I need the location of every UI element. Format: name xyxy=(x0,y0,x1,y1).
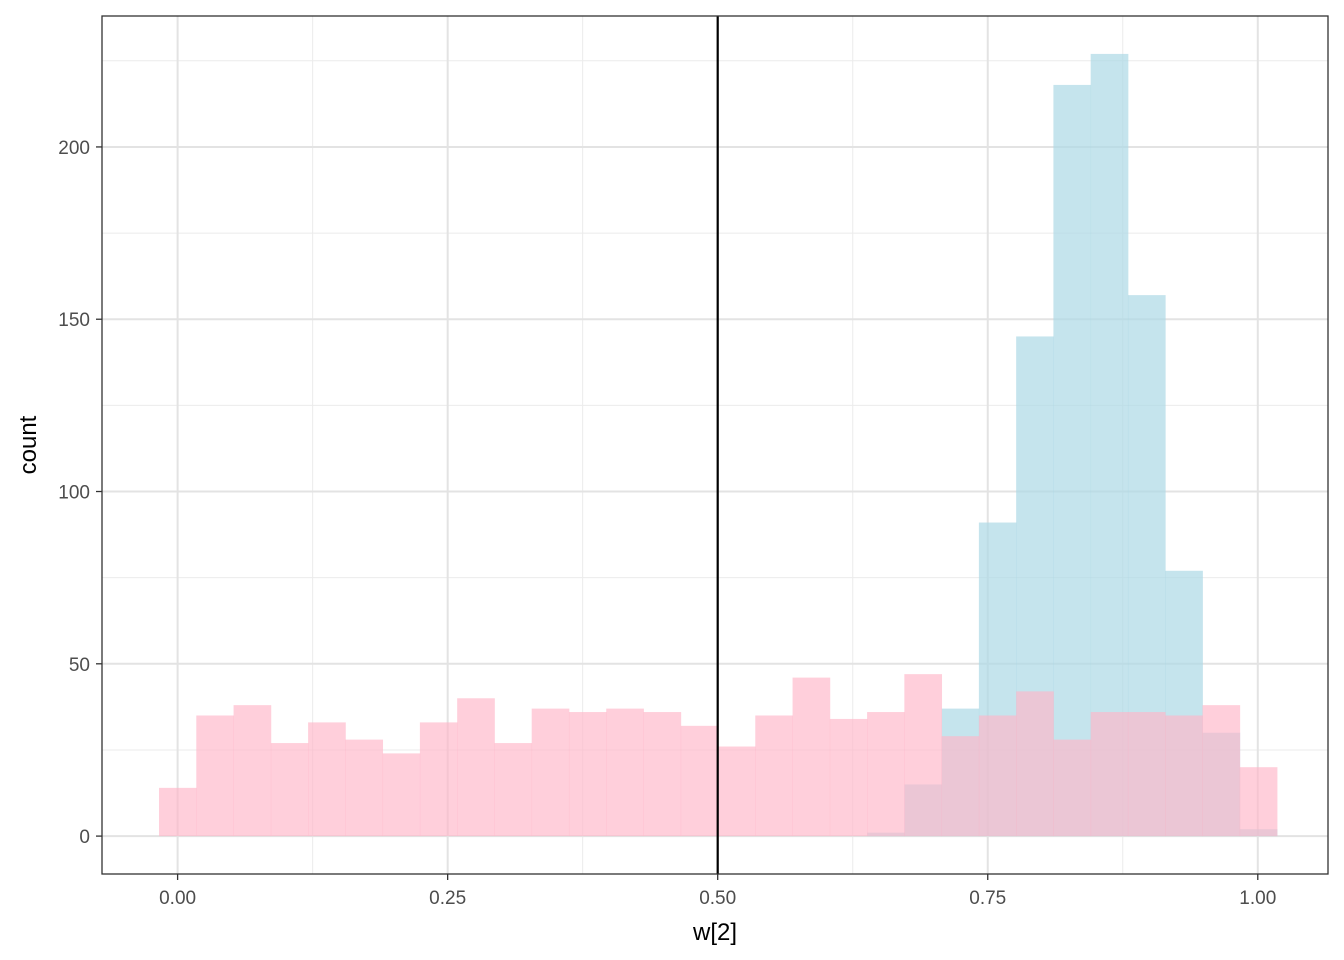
histogram-bar xyxy=(1202,705,1240,836)
x-tick-label: 0.75 xyxy=(969,888,1006,909)
histogram-bar xyxy=(904,674,942,836)
x-tick-label: 0.00 xyxy=(159,888,196,909)
histogram-bar xyxy=(942,736,980,836)
y-axis: 0 50 100 150 200 xyxy=(58,138,102,848)
histogram-bar xyxy=(532,709,570,836)
histogram-bar xyxy=(196,715,234,836)
x-tick-label: 0.50 xyxy=(699,888,736,909)
histogram-bar xyxy=(1165,715,1203,836)
x-tick-label: 0.25 xyxy=(429,888,466,909)
histogram-bar xyxy=(345,740,383,836)
histogram-bar xyxy=(681,726,719,836)
histogram-bar xyxy=(830,719,868,836)
x-tick-label: 1.00 xyxy=(1239,888,1276,909)
histogram-bar xyxy=(159,788,197,836)
y-tick-label: 0 xyxy=(79,827,90,848)
histogram-bar xyxy=(1128,712,1166,836)
histogram-bar xyxy=(420,722,458,836)
y-tick-label: 150 xyxy=(58,310,90,331)
histogram-bar xyxy=(234,705,272,836)
histogram-bar xyxy=(1091,712,1129,836)
histogram-bar xyxy=(755,715,793,836)
y-tick-label: 100 xyxy=(58,483,90,504)
y-tick-label: 200 xyxy=(58,138,90,159)
histogram-bar xyxy=(643,712,681,836)
x-axis-title: w[2] xyxy=(692,919,737,946)
x-axis: 0.00 0.25 0.50 0.75 1.00 xyxy=(159,874,1276,909)
histogram-bar xyxy=(1053,85,1091,836)
histogram-bar xyxy=(569,712,607,836)
histogram-bar xyxy=(606,709,644,836)
histogram-bar xyxy=(457,698,495,836)
histogram-bar xyxy=(1016,691,1054,836)
histogram-bar xyxy=(271,743,309,836)
histogram-bar xyxy=(308,722,346,836)
histogram-bar xyxy=(383,753,421,836)
histogram-bar xyxy=(1240,767,1278,836)
y-axis-title: count xyxy=(15,415,42,474)
histogram-bar xyxy=(1053,740,1091,836)
histogram-bar xyxy=(793,678,831,837)
histogram-bar xyxy=(979,715,1017,836)
histogram-bar xyxy=(718,747,756,837)
histogram-bar xyxy=(494,743,532,836)
histogram-bar xyxy=(867,712,905,836)
y-tick-label: 50 xyxy=(69,655,90,676)
